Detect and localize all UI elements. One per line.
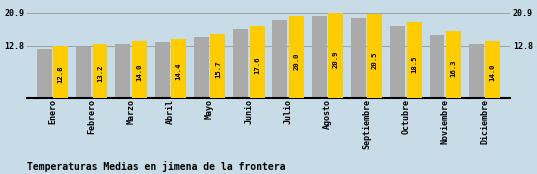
Bar — [37, 49, 52, 98]
Bar — [171, 39, 186, 98]
Text: 20.5: 20.5 — [372, 51, 378, 69]
Text: 14.0: 14.0 — [136, 63, 142, 81]
Bar — [289, 16, 304, 98]
Bar — [407, 22, 422, 98]
Bar — [485, 41, 500, 98]
Text: 16.3: 16.3 — [451, 59, 456, 77]
Bar — [446, 31, 461, 98]
Bar — [76, 47, 91, 98]
Text: 12.8: 12.8 — [57, 65, 64, 83]
Text: Temperaturas Medias en jimena de la frontera: Temperaturas Medias en jimena de la fron… — [27, 161, 285, 172]
Bar — [115, 44, 130, 98]
Bar — [430, 35, 445, 98]
Text: 14.4: 14.4 — [176, 62, 182, 80]
Bar — [92, 44, 107, 98]
Bar — [233, 29, 248, 98]
Text: 20.0: 20.0 — [293, 52, 300, 70]
Bar — [132, 41, 147, 98]
Bar — [328, 13, 343, 98]
Bar — [211, 34, 226, 98]
Bar — [53, 46, 68, 98]
Text: 20.9: 20.9 — [332, 51, 339, 68]
Bar — [390, 26, 405, 98]
Bar — [469, 44, 484, 98]
Bar — [155, 42, 170, 98]
Text: 18.5: 18.5 — [411, 55, 417, 73]
Bar — [311, 16, 326, 98]
Text: 15.7: 15.7 — [215, 60, 221, 78]
Bar — [367, 14, 382, 98]
Text: 14.0: 14.0 — [490, 63, 496, 81]
Bar — [272, 20, 287, 98]
Bar — [351, 18, 366, 98]
Bar — [250, 26, 265, 98]
Text: 13.2: 13.2 — [97, 65, 103, 82]
Text: 17.6: 17.6 — [254, 57, 260, 74]
Bar — [194, 37, 209, 98]
